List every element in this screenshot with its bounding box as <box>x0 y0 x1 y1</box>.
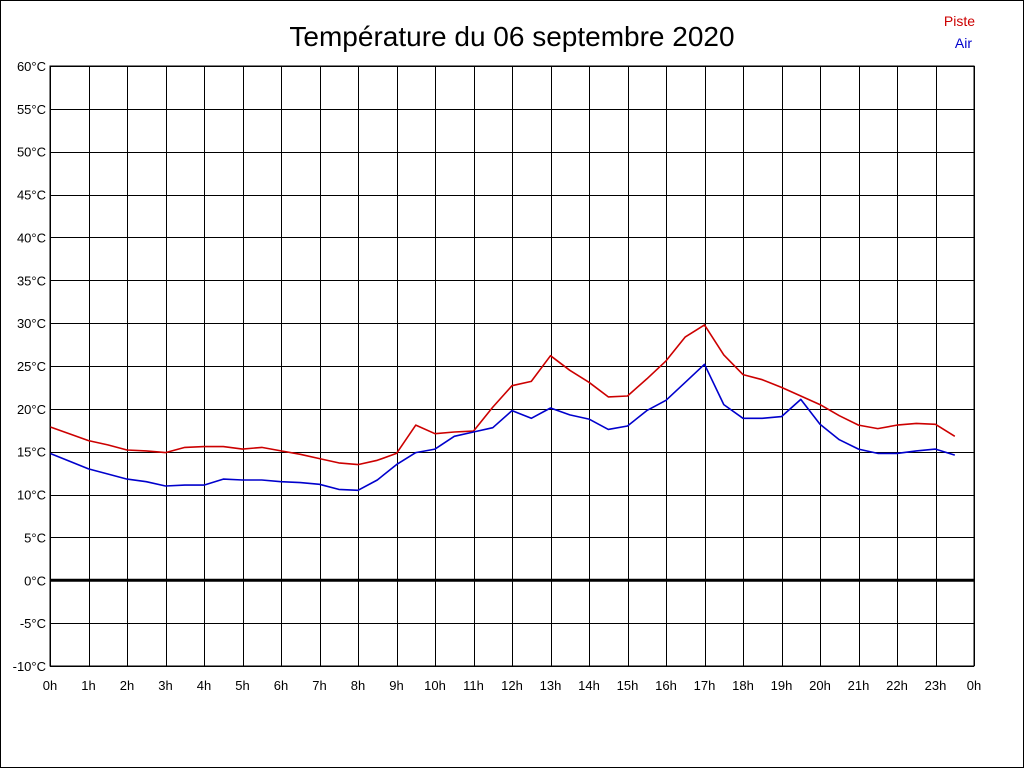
y-tick-label: 30°C <box>17 316 46 331</box>
x-tick-label: 20h <box>809 678 831 693</box>
x-tick-label: 11h <box>463 678 484 693</box>
y-tick-label: 15°C <box>17 445 46 460</box>
y-tick-label: 45°C <box>17 188 46 203</box>
y-tick-label: -5°C <box>20 616 46 631</box>
x-tick-label: 4h <box>197 678 211 693</box>
series-line-air <box>49 363 956 492</box>
legend-air: Air <box>955 35 972 51</box>
y-tick-label: 60°C <box>17 59 46 74</box>
series-group <box>49 324 956 492</box>
x-tick-label: 19h <box>771 678 793 693</box>
x-tick-label: 21h <box>848 678 870 693</box>
y-tick-label: -10°C <box>13 659 46 674</box>
x-tick-label: 0h <box>967 678 981 693</box>
x-tick-label: 1h <box>81 678 95 693</box>
x-tick-label: 3h <box>158 678 172 693</box>
y-tick-label: 50°C <box>17 145 46 160</box>
x-tick-label: 13h <box>540 678 562 693</box>
y-tick-label: 0°C <box>24 573 46 588</box>
x-tick-label: 15h <box>617 678 639 693</box>
x-tick-label: 8h <box>351 678 365 693</box>
x-tick-label: 12h <box>501 678 523 693</box>
y-tick-label: 5°C <box>24 530 46 545</box>
y-tick-label: 20°C <box>17 402 46 417</box>
y-tick-label: 10°C <box>17 488 46 503</box>
x-tick-label: 6h <box>274 678 288 693</box>
y-tick-label: 55°C <box>17 102 46 117</box>
x-tick-label: 17h <box>694 678 716 693</box>
plot-border <box>49 65 975 667</box>
x-tick-label: 7h <box>312 678 326 693</box>
series-line-piste <box>49 324 956 466</box>
x-tick-labels: 0h 1h 2h 3h 4h 5h 6h 7h 8h 9h 10h 11h 12h 13h 14h 15h 16… <box>43 678 981 693</box>
y-tick-labels: 60°C 55°C 50°C 45°C 40°C 35°C 30°C 25°C 20°C 15°C… <box>13 59 46 674</box>
x-tick-label: 23h <box>925 678 947 693</box>
x-tick-label: 9h <box>389 678 403 693</box>
x-tick-label: 16h <box>655 678 677 693</box>
x-tick-label: 10h <box>424 678 446 693</box>
x-tick-label: 0h <box>43 678 57 693</box>
y-tick-label: 35°C <box>17 273 46 288</box>
x-tick-label: 2h <box>120 678 134 693</box>
legend-piste: Piste <box>944 13 975 29</box>
chart-title: Température du 06 septembre 2020 <box>289 21 734 52</box>
x-tick-label: 22h <box>886 678 908 693</box>
grid <box>50 66 975 667</box>
y-tick-label: 40°C <box>17 230 46 245</box>
x-tick-label: 14h <box>578 678 600 693</box>
y-tick-label: 25°C <box>17 359 46 374</box>
x-tick-label: 18h <box>732 678 754 693</box>
x-tick-label: 5h <box>235 678 249 693</box>
